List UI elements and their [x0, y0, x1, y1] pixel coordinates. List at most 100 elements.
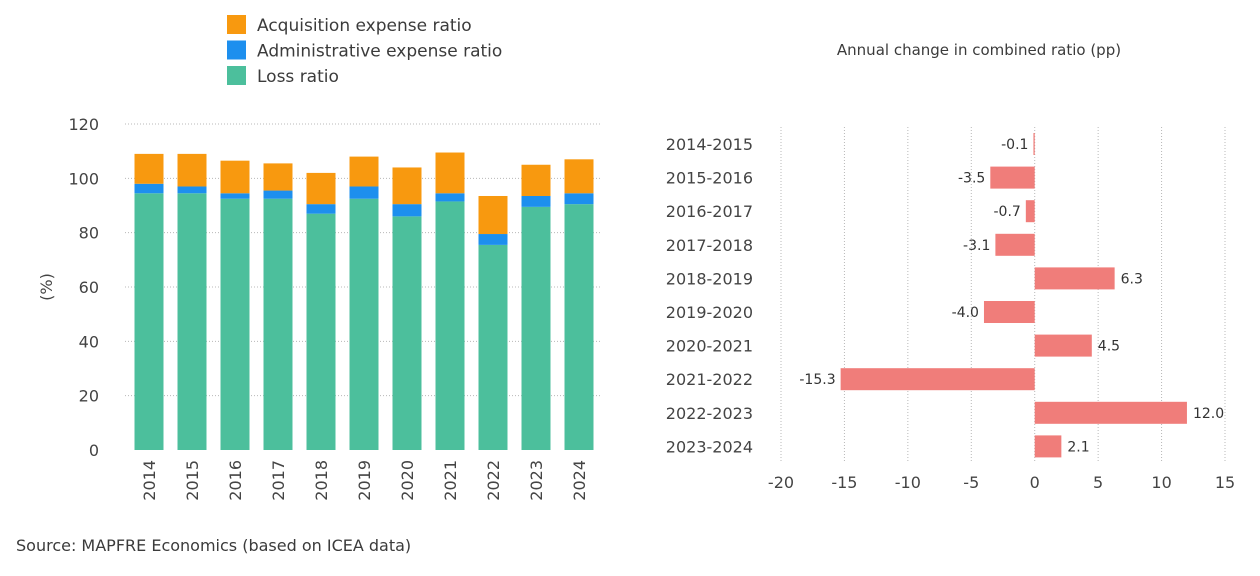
bar-segment	[478, 234, 508, 245]
bar-segment	[177, 186, 207, 194]
x-tick-label: -5	[963, 473, 979, 492]
bar-segment	[478, 195, 508, 235]
y-tick-label: 80	[79, 224, 99, 243]
y-tick-label: 2016-2017	[666, 202, 753, 221]
legend-label: Administrative expense ratio	[257, 42, 502, 62]
bar-segment	[220, 198, 250, 450]
y-tick-label: 60	[79, 278, 99, 297]
data-label: 4.5	[1098, 339, 1120, 355]
bar-segment	[349, 198, 379, 450]
bar-segment	[392, 216, 422, 450]
y-tick-label: 20	[79, 387, 99, 406]
bar	[1034, 267, 1115, 290]
bar	[1033, 133, 1035, 155]
x-tick-label: 2016	[226, 460, 245, 501]
data-label: -0.1	[1001, 137, 1028, 153]
y-tick-label: 2021-2022	[666, 370, 753, 389]
bar-segment	[478, 244, 508, 450]
bar	[1034, 401, 1187, 424]
bar-segment	[263, 190, 293, 199]
bar-segment	[435, 201, 465, 450]
x-tick-label: 2023	[527, 460, 546, 501]
data-label: 12.0	[1193, 406, 1224, 422]
bar-segment	[306, 172, 336, 205]
bar-segment	[177, 193, 207, 450]
bar-segment	[306, 213, 336, 450]
y-tick-label: 120	[68, 115, 99, 134]
bar-segment	[134, 153, 164, 184]
bar-segment	[521, 164, 551, 196]
y-tick-label: 2022-2023	[666, 404, 753, 423]
x-tick-label: 15	[1215, 473, 1235, 492]
x-tick-label: 2018	[312, 460, 331, 501]
bar-segment	[134, 193, 164, 450]
bar-segment	[220, 160, 250, 194]
x-tick-label: 10	[1151, 473, 1171, 492]
data-label: 6.3	[1121, 271, 1143, 287]
bar-segment	[564, 159, 594, 194]
bar-segment	[435, 152, 465, 194]
x-tick-label: -10	[895, 473, 921, 492]
stacked-bar-chart: 0 20 40 60 80 100 120 (%) 2014 2015 2016 2017 2018 20…	[37, 15, 600, 501]
chart-title: Annual change in combined ratio (pp)	[837, 41, 1121, 59]
horizontal-bar-chart: Annual change in combined ratio (pp) -20 -…	[666, 41, 1235, 492]
bar-segment	[263, 198, 293, 450]
legend-swatch	[227, 15, 246, 34]
x-tick-label: 2014	[140, 460, 159, 501]
bar	[995, 233, 1035, 256]
y-tick-label: 2015-2016	[666, 169, 753, 188]
bar	[990, 166, 1035, 189]
source-note: Source: MAPFRE Economics (based on ICEA …	[16, 536, 412, 555]
legend-swatch	[227, 66, 246, 85]
bar	[983, 301, 1035, 323]
y-tick-label: 2018-2019	[666, 269, 753, 288]
data-label: -15.3	[799, 372, 835, 388]
bar-segment	[564, 193, 594, 205]
x-tick-label: 2017	[269, 460, 288, 501]
y-tick-label: 0	[89, 441, 99, 460]
data-label: 2.1	[1067, 439, 1089, 455]
x-tick-label: 2019	[355, 460, 374, 501]
bar-segment	[349, 186, 379, 199]
bar-segment	[349, 156, 379, 187]
bar-segment	[521, 195, 551, 207]
bar-segment	[134, 183, 164, 194]
x-tick-label: 0	[1030, 473, 1040, 492]
x-tick-label: -20	[768, 473, 794, 492]
legend-swatch	[227, 40, 246, 60]
x-tick-label: -15	[831, 473, 857, 492]
legend-label: Acquisition expense ratio	[257, 16, 472, 36]
data-label: -0.7	[994, 204, 1021, 220]
y-tick-label: 2023-2024	[666, 437, 753, 456]
bar	[1034, 334, 1092, 357]
x-tick-label: 2024	[570, 460, 589, 501]
y-tick-label: 2017-2018	[666, 236, 753, 255]
y-tick-label: 40	[79, 332, 99, 351]
x-tick-label: 2015	[183, 460, 202, 501]
y-tick-label: 2019-2020	[666, 303, 753, 322]
y-tick-label: 2014-2015	[666, 135, 753, 154]
x-tick-label: 5	[1093, 473, 1103, 492]
bar	[1034, 435, 1062, 458]
bar-segment	[220, 193, 250, 199]
bar-segment	[263, 163, 293, 191]
data-label: -4.0	[952, 305, 979, 321]
y-tick-label: 100	[68, 169, 99, 188]
data-label: -3.1	[963, 238, 990, 254]
bar-segment	[564, 204, 594, 450]
y-axis-label: (%)	[37, 273, 56, 301]
bar	[1025, 200, 1035, 223]
bar-segment	[177, 153, 207, 187]
bar-segment	[392, 167, 422, 205]
bar-segment	[521, 206, 551, 450]
x-tick-label: 2021	[441, 460, 460, 501]
bar-segment	[306, 204, 336, 214]
bar-segment	[392, 204, 422, 217]
bar-segment	[435, 193, 465, 202]
y-tick-label: 2020-2021	[666, 337, 753, 356]
bar	[840, 368, 1035, 391]
legend-label: Loss ratio	[257, 67, 339, 87]
x-tick-label: 2022	[484, 460, 503, 501]
x-tick-label: 2020	[398, 460, 417, 501]
